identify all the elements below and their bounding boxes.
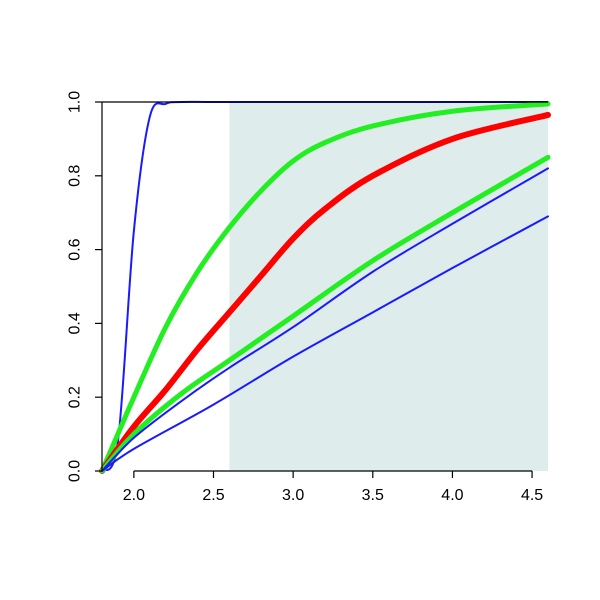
series-line-4 — [99, 154, 551, 474]
x-tick-label: 3.5 — [362, 487, 384, 504]
y-tick-label: 0.2 — [67, 386, 84, 408]
series-line-2 — [99, 101, 551, 474]
y-tick-label: 0.8 — [67, 165, 84, 187]
series-group — [99, 100, 551, 474]
y-tick-label: 0.0 — [67, 460, 84, 482]
axes: 2.0 2.5 3.0 3.5 4.0 4.5 0.0 0.2 0.4 0.6 0.8 1.0 — [67, 91, 548, 504]
x-tick-label: 2.0 — [123, 487, 145, 504]
series-line-5 — [101, 167, 549, 472]
x-tick-label: 3.0 — [282, 487, 304, 504]
shaded-region — [229, 102, 548, 471]
x-tick-label: 4.5 — [521, 487, 543, 504]
series-line-6 — [101, 215, 549, 472]
x-tick-label: 2.5 — [202, 487, 224, 504]
series-line-3 — [99, 111, 551, 474]
y-tick-label: 1.0 — [67, 91, 84, 113]
y-tick-label: 0.6 — [67, 238, 84, 260]
y-tick-label: 0.4 — [67, 312, 84, 334]
x-tick-label: 4.0 — [441, 487, 463, 504]
